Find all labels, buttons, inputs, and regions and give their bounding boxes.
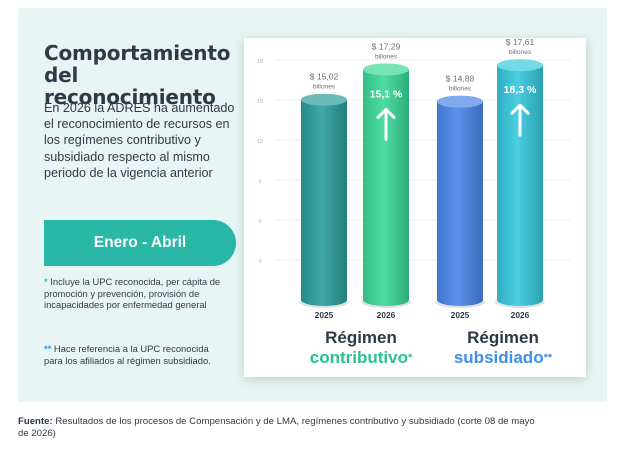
bar-value-label: $ 14,88 [446,74,475,84]
bar-contributivo-2026 [363,69,409,306]
regime-label-marker: ** [543,352,553,364]
bar-chart: 3 6 9 12 15 18 $ 15,02 billones 2025 $ 17,29 billo… [257,38,570,320]
y-tick-label: 18 [257,59,263,65]
footnote-contributivo: * Incluye la UPC reconocida, per cápita … [44,276,224,311]
regime-label-contributivo: Régimen contributivo* [296,328,426,368]
y-tick-label: 15 [257,99,263,105]
regime-label-line1: Régimen [325,328,397,347]
footnote-marker: ** [44,343,52,354]
footnote-subsidiado: ** Hace referencia a la UPC reconocida p… [44,343,224,366]
description-text: En 2026 la ADRES ha aumentado el reconoc… [44,101,235,180]
bar-top-cap [363,63,409,76]
bar-value-label: $ 17,29 [372,41,401,51]
bar-top-cap [497,59,543,72]
bar-top-cap [301,93,347,106]
footnote-marker: * [44,276,48,287]
y-tick-label: 12 [257,139,263,145]
bar-top-cap [437,95,483,108]
growth-label: 15,1 % [370,88,403,100]
bar-unit-label: billones [375,53,398,60]
source-text: Resultados de los procesos de Compensaci… [18,416,535,439]
regime-label-subsidiado: Régimen subsidiado** [438,328,568,368]
up-arrow-icon [510,103,530,137]
bar-unit-label: billones [313,84,336,91]
regime-label-marker: * [407,352,413,364]
x-tick-label: 2025 [451,310,470,320]
footnote-text: Incluye la UPC reconocida, per cápita de… [44,276,221,310]
bar-value-label: $ 15,02 [310,72,339,82]
source-label: Fuente: [18,416,53,427]
bar-contributivo-2025 [301,99,347,306]
bar-subsidiado-2025 [437,101,483,306]
x-tick-label: 2026 [377,310,396,320]
y-tick-label: 6 [258,219,261,225]
bar-unit-label: billones [449,86,472,93]
growth-label: 18,3 % [504,84,537,96]
up-arrow-icon [376,107,396,141]
bar-unit-label: billones [509,49,532,56]
regime-label-line2: subsidiado [453,348,544,367]
regime-label-line2: contributivo [309,348,408,367]
regime-label-line1: Régimen [467,328,539,347]
y-tick-label: 3 [258,259,261,265]
page-title: Comportamiento del reconocimiento [44,41,231,109]
bar-subsidiado-2026 [497,65,543,306]
source-note: Fuente: Resultados de los procesos de Co… [18,416,538,440]
y-tick-label: 9 [258,179,261,185]
x-tick-label: 2026 [511,310,530,320]
bar-value-label: $ 17,61 [506,38,535,47]
x-tick-label: 2025 [315,310,334,320]
footnote-text: Hace referencia a la UPC reconocida para… [44,343,211,366]
period-banner: Enero - Abril [44,220,236,266]
chart-card: 3 6 9 12 15 18 $ 15,02 billones 2025 $ 17,29 billo… [244,38,586,377]
